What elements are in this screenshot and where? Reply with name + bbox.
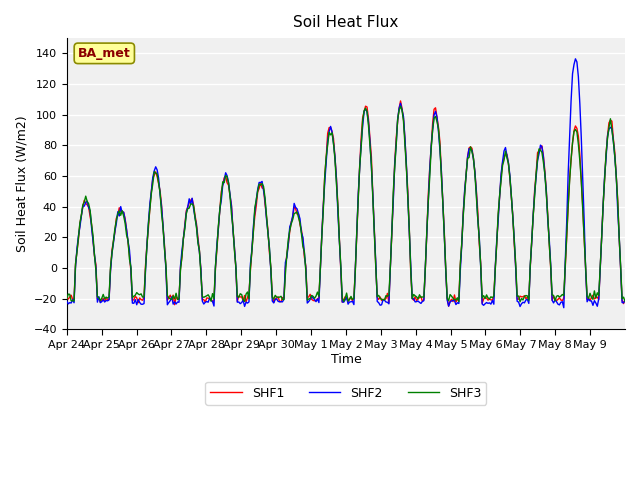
SHF2	[621, 297, 629, 303]
Line: SHF3: SHF3	[67, 106, 625, 302]
SHF1	[350, 296, 358, 301]
SHF1	[620, 300, 627, 306]
SHF2	[63, 298, 70, 304]
SHF2	[560, 305, 568, 311]
SHF3	[63, 296, 70, 302]
SHF1	[397, 98, 404, 104]
SHF3	[547, 263, 554, 269]
SHF1	[63, 295, 70, 300]
SHF3	[82, 193, 90, 199]
SHF3	[350, 295, 358, 301]
X-axis label: Time: Time	[330, 352, 361, 366]
Legend: SHF1, SHF2, SHF3: SHF1, SHF2, SHF3	[205, 382, 486, 405]
Line: SHF1: SHF1	[67, 101, 625, 306]
SHF2	[461, 187, 468, 192]
SHF2	[544, 217, 552, 223]
SHF1	[621, 297, 629, 303]
SHF2	[99, 297, 107, 302]
SHF3	[99, 291, 107, 297]
SHF1	[99, 296, 107, 301]
Y-axis label: Soil Heat Flux (W/m2): Soil Heat Flux (W/m2)	[15, 115, 28, 252]
SHF2	[572, 56, 579, 62]
SHF1	[82, 201, 90, 206]
Title: Soil Heat Flux: Soil Heat Flux	[293, 15, 399, 30]
SHF3	[621, 299, 629, 304]
SHF2	[620, 300, 627, 306]
SHF2	[350, 302, 358, 308]
SHF3	[620, 294, 627, 300]
SHF3	[397, 103, 404, 109]
Text: BA_met: BA_met	[78, 47, 131, 60]
SHF1	[445, 303, 452, 309]
SHF1	[464, 154, 472, 159]
SHF3	[462, 171, 470, 177]
SHF1	[547, 265, 554, 271]
SHF2	[82, 200, 90, 205]
Line: SHF2: SHF2	[67, 59, 625, 308]
SHF3	[516, 299, 524, 305]
